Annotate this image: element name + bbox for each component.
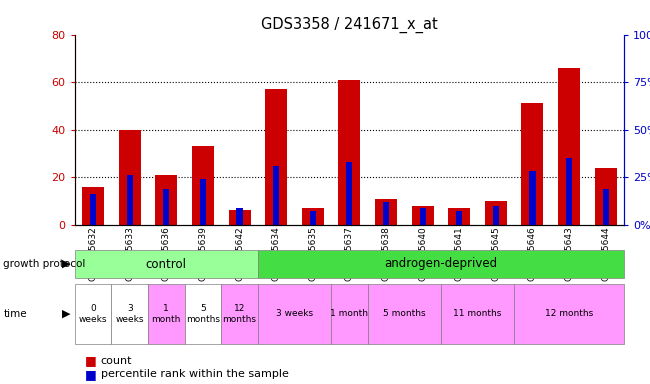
Bar [119,130,140,225]
Text: time: time [3,309,27,319]
Bar [603,189,609,225]
Bar [221,284,258,344]
Text: ▶: ▶ [62,259,70,269]
Text: ▶: ▶ [62,309,70,319]
Text: growth protocol: growth protocol [3,259,86,269]
Text: 5
months: 5 months [186,304,220,324]
Bar [339,80,360,225]
Text: 0
weeks: 0 weeks [79,304,107,324]
Bar [127,175,133,225]
Bar [155,175,177,225]
Bar [111,284,148,344]
Text: 1 month: 1 month [330,310,369,318]
Bar [493,206,499,225]
Bar [309,211,316,225]
Text: 1
month: 1 month [151,304,181,324]
Bar [229,210,250,225]
Text: androgen-deprived: androgen-deprived [384,258,497,270]
Text: 3
weeks: 3 weeks [116,304,144,324]
Bar [521,103,543,225]
Bar [441,284,514,344]
Text: control: control [146,258,187,270]
Title: GDS3358 / 241671_x_at: GDS3358 / 241671_x_at [261,17,437,33]
Bar [148,284,185,344]
Bar [529,171,536,225]
Bar [558,68,580,225]
Bar [163,189,170,225]
Bar [82,187,104,225]
Bar [456,211,462,225]
Text: count: count [101,356,132,366]
Text: 3 weeks: 3 weeks [276,310,313,318]
Bar [383,202,389,225]
Bar [375,199,397,225]
Bar [514,284,624,344]
Bar [368,284,441,344]
Text: 12
months: 12 months [222,304,257,324]
Text: ■: ■ [84,368,96,381]
Bar [90,194,96,225]
Bar [75,284,111,344]
Text: ■: ■ [84,354,96,367]
Bar [485,201,507,225]
Bar [75,250,258,278]
Bar [237,207,242,225]
Bar [595,168,617,225]
Text: percentile rank within the sample: percentile rank within the sample [101,369,289,379]
Bar [258,250,624,278]
Bar [258,284,331,344]
Bar [419,207,426,225]
Bar [192,146,214,225]
Bar [411,206,434,225]
Bar [265,89,287,225]
Bar [200,179,206,225]
Bar [302,208,324,225]
Text: 12 months: 12 months [545,310,593,318]
Bar [448,208,470,225]
Bar [273,166,280,225]
Bar [331,284,368,344]
Text: 5 months: 5 months [383,310,426,318]
Bar [566,158,572,225]
Bar [346,162,352,225]
Text: 11 months: 11 months [453,310,502,318]
Bar [185,284,221,344]
